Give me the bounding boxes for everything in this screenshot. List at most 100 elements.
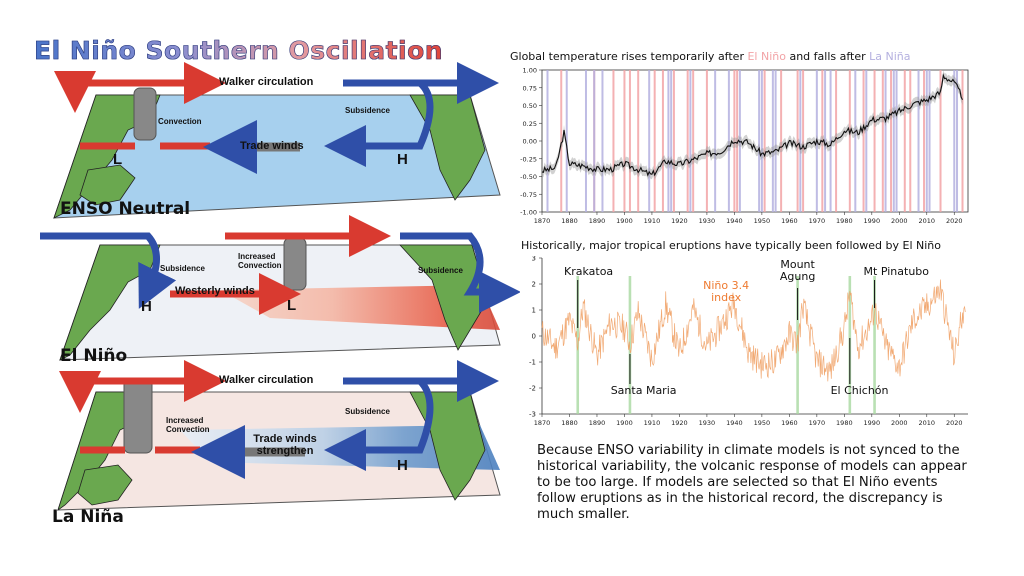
lanina-band [771, 70, 774, 212]
eruption-band [628, 276, 632, 414]
lanina-band [584, 70, 587, 212]
lanina-band [953, 70, 956, 212]
high-pressure-label: H [397, 457, 408, 474]
elnino-band [873, 70, 876, 212]
increased-convection-label: Increased Convection [166, 416, 210, 434]
lanina-band [738, 70, 741, 212]
x-tick-label: 1870 [534, 217, 551, 225]
nino34-line [541, 279, 966, 382]
eruption-band [873, 276, 876, 414]
chart1-heading-elnino: El Niño [747, 50, 786, 63]
y-tick-label: -1.00 [520, 209, 537, 217]
x-tick-label: 1910 [644, 217, 661, 225]
lanina-band [689, 70, 692, 212]
x-tick-label: 1930 [699, 217, 716, 225]
elnino-band [661, 70, 664, 212]
y-tick-label: 3 [532, 256, 536, 263]
uncertainty-band [542, 70, 963, 180]
x-tick-label: 1960 [781, 419, 798, 427]
lanina-band [917, 70, 920, 212]
lanina-band [546, 70, 549, 212]
y-tick-label: 0.75 [523, 84, 537, 92]
x-tick-label: 1890 [589, 419, 606, 427]
walker-label: Walker circulation [219, 76, 314, 88]
elnino-band [909, 70, 912, 212]
panel-neutral [53, 62, 501, 219]
y-tick-label: 1 [532, 307, 536, 315]
y-tick-label: 2 [532, 281, 536, 289]
lanina-band [865, 70, 868, 212]
elnino-band [923, 70, 926, 212]
elnino-band [637, 70, 640, 212]
high-pressure-label-left: H [141, 298, 152, 315]
land-australia [77, 464, 133, 506]
x-tick-label: 1880 [561, 419, 578, 427]
x-tick-label: 1990 [864, 217, 881, 225]
elnino-band [903, 70, 906, 212]
x-tick-label: 1910 [644, 419, 661, 427]
eruption-label: Santa Maria [611, 384, 677, 397]
lanina-band [956, 70, 959, 212]
chart2-heading: Historically, major tropical eruptions h… [521, 239, 941, 252]
nino34-index-label: Niño 3.4 index [703, 279, 749, 304]
y-tick-label: -0.25 [520, 155, 537, 163]
temperature-line [541, 73, 963, 177]
elnino-band [796, 70, 799, 212]
chart1-heading-mid: and falls after [785, 50, 870, 63]
lanina-band [774, 70, 777, 212]
lanina-band [670, 70, 673, 212]
elnino-band [939, 70, 942, 212]
global-temperature-chart: -1.00 -0.75 -0.50 -0.25 0.00 0.25 0.50 0.75 1.00… [520, 67, 969, 225]
lanina-band [565, 70, 568, 212]
elnino-band [961, 70, 964, 212]
x-tick-label: 1950 [754, 217, 771, 225]
enso-diagrams [40, 62, 520, 512]
elnino-band [736, 70, 739, 212]
elnino-band [623, 70, 626, 212]
x-tick-label: 1870 [534, 419, 551, 427]
panel-lanina [57, 360, 501, 512]
eruption-label: Mt Pinatubo [864, 265, 930, 278]
trade-winds-label: Trade winds strengthen [253, 433, 317, 457]
eruption-band [796, 276, 799, 414]
walker-label: Walker circulation [219, 374, 314, 386]
chart1-heading: Global temperature rises temporarily aft… [510, 50, 911, 63]
low-pressure-label: L [113, 151, 123, 168]
panel-label-lanina: La Niña [52, 507, 124, 527]
x-tick-label: 1960 [781, 217, 798, 225]
x-tick-label: 1980 [836, 217, 853, 225]
x-tick-label: 1950 [754, 419, 771, 427]
elnino-band [628, 70, 631, 212]
y-tick-label: -3 [529, 411, 536, 419]
lanina-band [727, 70, 730, 212]
y-tick-label: 1.00 [523, 67, 537, 75]
x-tick-label: 1980 [836, 419, 853, 427]
elnino-band [890, 70, 893, 212]
low-pressure-label: L [287, 297, 297, 314]
x-tick-label: 2020 [946, 419, 963, 427]
eruption-label: El Chichón [831, 384, 889, 397]
x-tick-label: 1970 [809, 217, 826, 225]
lanina-band [667, 70, 670, 212]
x-tick-label: 1900 [616, 419, 633, 427]
lanina-band [758, 70, 761, 212]
lanina-band [648, 70, 651, 212]
x-tick-label: 1940 [726, 217, 743, 225]
x-tick-label: 1930 [699, 419, 716, 427]
x-tick-label: 1920 [671, 217, 688, 225]
x-tick-label: 1970 [809, 419, 826, 427]
lanina-band [928, 70, 931, 212]
lanina-band [714, 70, 717, 212]
subsidence-right-label: Subsidence [418, 266, 463, 275]
y-tick-label: -0.75 [520, 191, 537, 199]
trade-winds-label: Trade winds [240, 140, 304, 152]
elnino-band [672, 70, 675, 212]
elnino-band [733, 70, 736, 212]
lanina-band [593, 70, 596, 212]
subsidence-label: Subsidence [345, 407, 390, 416]
elnino-band [780, 70, 783, 212]
elnino-band [862, 70, 865, 212]
x-tick-label: 2000 [891, 419, 908, 427]
y-tick-label: 0 [532, 333, 536, 341]
eruption-label: Krakatoa [564, 265, 613, 278]
